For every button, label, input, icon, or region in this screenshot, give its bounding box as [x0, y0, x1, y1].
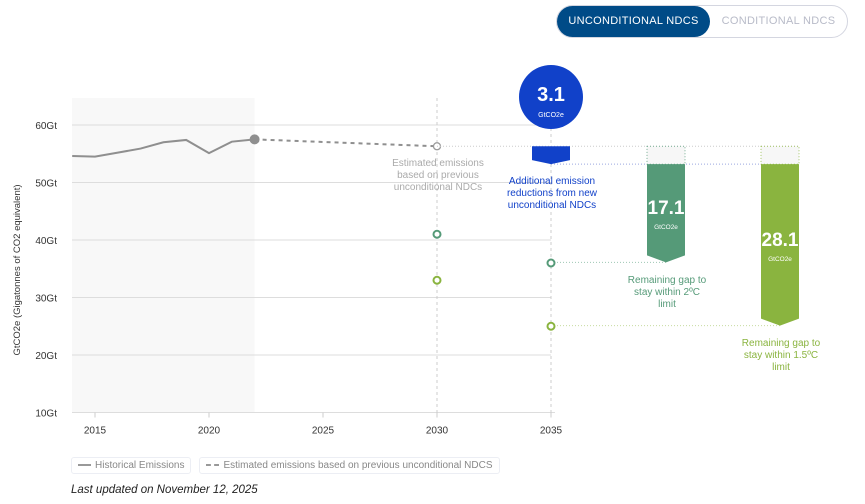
x-tick-label: 2030: [426, 426, 449, 437]
legend-estimated-label: Estimated emissions based on previous un…: [223, 460, 493, 471]
solid-line-icon: [78, 464, 91, 467]
y-tick-label: 60Gt: [35, 121, 57, 132]
historical-shade: [72, 98, 255, 413]
gap2-bar: [647, 164, 685, 263]
last-updated: Last updated on November 12, 2025: [71, 484, 258, 496]
x-tick-label: 2020: [198, 426, 221, 437]
reduction-label: Additional emission reductions from new …: [506, 176, 598, 211]
legend-historical[interactable]: Historical Emissions: [71, 457, 192, 474]
gap15-bar: [761, 164, 799, 326]
reduction-bubble: [519, 65, 583, 129]
target-point-2C: [432, 229, 442, 239]
target-point-2C: [546, 258, 556, 268]
gap2-unit: GtCO2e: [654, 224, 678, 231]
target-point-1.5C: [432, 275, 442, 285]
legend-historical-label: Historical Emissions: [95, 460, 185, 471]
x-tick-label: 2025: [312, 426, 335, 437]
reduction-unit: GtCO2e: [538, 112, 564, 119]
reduction-marker: [532, 146, 570, 165]
latest-historical-point: [249, 134, 260, 145]
dashed-line-icon: [206, 464, 220, 467]
reduction-value: 3.1: [537, 84, 565, 106]
gap15-value: 28.1: [762, 230, 799, 251]
ndc-toggle: UNCONDITIONAL NDCS CONDITIONAL NDCS: [556, 5, 848, 38]
gap2-value: 17.1: [648, 198, 685, 219]
gap15-label: Remaining gap to stay within 1.5ºC limit: [741, 338, 821, 373]
y-tick-label: 20Gt: [35, 351, 57, 362]
y-axis-label: GtCO2e (Gigatonnes of CO2 equivalent): [12, 184, 23, 355]
gap2-label: Remaining gap to stay within 2ºC limit: [627, 275, 707, 310]
estimated-line: [254, 138, 438, 148]
unconditional-ndcs-tab[interactable]: UNCONDITIONAL NDCS: [557, 6, 710, 37]
target-point-1.5C: [546, 321, 556, 331]
estimate-label: Estimated emissions based on previous un…: [392, 158, 484, 193]
y-tick-label: 30Gt: [35, 294, 57, 305]
legend: Historical Emissions Estimated emissions…: [71, 457, 500, 474]
y-tick-label: 50Gt: [35, 179, 57, 190]
x-tick-label: 2015: [84, 426, 107, 437]
gap15-unit: GtCO2e: [768, 256, 792, 263]
y-tick-label: 10Gt: [35, 409, 57, 420]
historical-line: [72, 138, 255, 158]
y-tick-label: 40Gt: [35, 236, 57, 247]
legend-estimated[interactable]: Estimated emissions based on previous un…: [199, 457, 500, 474]
gap2-placeholder: [646, 145, 686, 165]
gap15-placeholder: [760, 145, 800, 165]
x-tick-label: 2035: [540, 426, 563, 437]
conditional-ndcs-tab[interactable]: CONDITIONAL NDCS: [721, 15, 836, 27]
